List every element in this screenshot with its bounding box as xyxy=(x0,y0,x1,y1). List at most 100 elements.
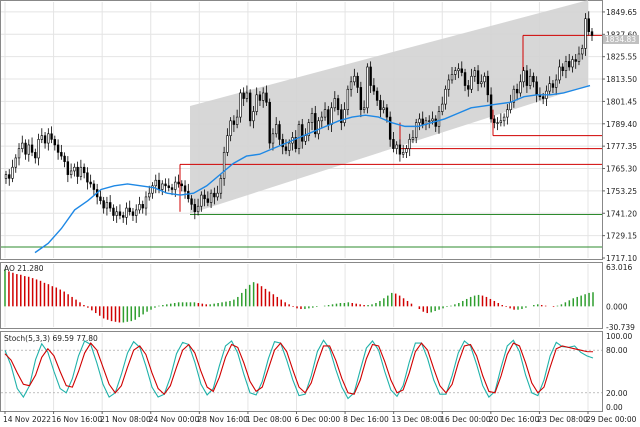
price-tick-label: 1837.60 xyxy=(606,30,637,39)
candle-body xyxy=(278,124,281,140)
candle-body xyxy=(304,135,307,142)
candle-body xyxy=(37,139,40,159)
candle-body xyxy=(434,118,437,127)
ao-title: AO 21.280 xyxy=(4,264,44,273)
time-tick-label: 1 Dec 08:00 xyxy=(246,415,292,424)
candle-body xyxy=(362,107,366,110)
candle-body xyxy=(174,181,177,190)
price-tick-label: 1789.40 xyxy=(606,120,637,129)
stoch-title: Stoch(5,3,3) 69.59 77.80 xyxy=(4,334,98,343)
candle-body xyxy=(574,59,577,62)
candle-body xyxy=(56,144,60,153)
candle-body xyxy=(213,192,216,198)
candle-body xyxy=(17,148,21,159)
stoch-tick-label: 100.00 xyxy=(606,332,632,341)
candle-body xyxy=(587,18,590,33)
candle-body xyxy=(382,107,385,110)
candle-body xyxy=(40,135,44,140)
time-tick-label: 28 Nov 16:00 xyxy=(197,415,248,424)
candle-body xyxy=(398,144,402,155)
candle-body xyxy=(457,68,460,71)
candle-body xyxy=(252,111,255,122)
candle-body xyxy=(63,155,66,162)
candle-body xyxy=(239,92,242,118)
candle-body xyxy=(379,100,382,110)
time-tick-label: 21 Nov 08:00 xyxy=(100,415,151,424)
candle-body xyxy=(467,85,470,90)
candle-body xyxy=(180,183,184,187)
candle-body xyxy=(235,116,239,125)
candle-body xyxy=(190,198,193,205)
candle-body xyxy=(522,70,525,83)
candle-body xyxy=(183,185,187,192)
time-tick-label: 16 Dec 00:00 xyxy=(440,415,491,424)
candle-body xyxy=(118,211,122,216)
candle-body xyxy=(323,109,327,118)
candle-body xyxy=(366,66,369,109)
time-tick-label: 13 Dec 08:00 xyxy=(392,415,443,424)
candle-body xyxy=(232,120,236,125)
candle-body xyxy=(284,146,288,151)
price-tick-label: 1777.35 xyxy=(606,142,637,151)
candle-body xyxy=(229,120,232,136)
candle-body xyxy=(268,101,271,144)
candle-body xyxy=(60,152,63,157)
candle-body xyxy=(551,83,555,88)
stoch-axis: 100.00 80.00 20.00 0.00 xyxy=(606,332,632,412)
candle-body xyxy=(261,92,265,101)
candle-body xyxy=(483,75,486,83)
candle-body xyxy=(568,61,571,68)
price-tick-label: 1729.15 xyxy=(606,232,637,241)
time-tick-label: 24 Nov 00:00 xyxy=(149,415,200,424)
candle-body xyxy=(375,90,379,101)
candle-body xyxy=(203,194,206,200)
candle-body xyxy=(242,92,245,99)
candle-body xyxy=(385,107,389,118)
candle-body xyxy=(50,133,53,140)
candle-body xyxy=(447,79,450,90)
candle-body xyxy=(470,75,473,90)
candle-body xyxy=(154,179,157,187)
candle-body xyxy=(418,118,421,123)
stoch-tick-label: 20.00 xyxy=(606,389,628,398)
candle-body xyxy=(105,202,109,209)
candle-body xyxy=(450,74,454,81)
candle-body xyxy=(170,187,174,190)
candle-body xyxy=(121,215,125,218)
candle-body xyxy=(314,113,317,135)
candle-body xyxy=(69,170,73,175)
price-tick-label: 1717.10 xyxy=(606,254,637,263)
candle-body xyxy=(558,66,561,81)
candle-body xyxy=(148,192,151,198)
candle-body xyxy=(437,111,441,127)
current-price-badge xyxy=(603,35,639,44)
price-tick-label: 1765.30 xyxy=(606,165,637,174)
candle-body xyxy=(193,204,197,213)
candle-body xyxy=(590,31,594,36)
candle-body xyxy=(454,70,457,75)
candle-body xyxy=(177,181,180,185)
candle-body xyxy=(275,124,278,135)
candle-body xyxy=(79,166,83,177)
candle-body xyxy=(327,109,330,125)
candle-body xyxy=(336,98,340,110)
moving-average-line xyxy=(34,84,591,254)
candle-body xyxy=(128,207,131,213)
candle-body xyxy=(209,192,213,203)
time-tick-label: 8 Dec 16:00 xyxy=(343,415,389,424)
candle-body xyxy=(89,181,92,185)
candle-body xyxy=(349,81,353,90)
candle-body xyxy=(66,161,70,175)
candle-body xyxy=(333,98,337,109)
candle-body xyxy=(135,209,138,216)
candle-body xyxy=(73,166,76,172)
candle-body xyxy=(496,122,499,124)
candle-body xyxy=(99,196,102,201)
candle-body xyxy=(320,116,323,122)
candle-body xyxy=(43,135,47,144)
stoch-tick-label: 0.00 xyxy=(606,403,623,412)
candle-body xyxy=(395,144,398,149)
time-tick-label: 29 Dec 00:00 xyxy=(586,415,637,424)
